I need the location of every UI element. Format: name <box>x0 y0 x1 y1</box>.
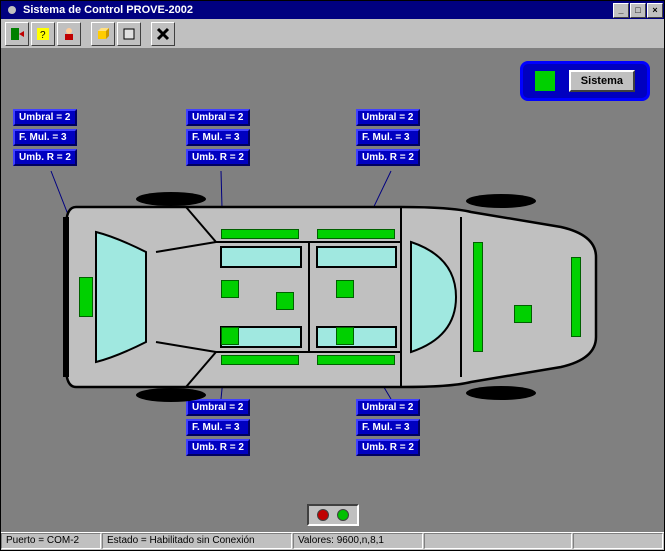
param-fmul: F. Mul. = 3 <box>13 129 77 146</box>
tool-book[interactable] <box>117 22 141 46</box>
sensor-bar <box>221 355 299 365</box>
maximize-button[interactable]: □ <box>630 3 646 18</box>
cube-icon <box>95 26 111 42</box>
car-svg <box>61 187 601 407</box>
sensor-sq <box>276 292 294 310</box>
param-umbral: Umbral = 2 <box>13 109 77 126</box>
title-text: Sistema de Control PROVE-2002 <box>23 4 193 16</box>
param-umbr: Umb. R = 2 <box>356 149 420 166</box>
sensor-bar <box>473 242 483 352</box>
param-umbral: Umbral = 2 <box>186 109 250 126</box>
sensor-sq <box>336 327 354 345</box>
params-top-right: Umbral = 2 F. Mul. = 3 Umb. R = 2 <box>356 109 420 166</box>
sensor-bar <box>317 355 395 365</box>
user-icon <box>61 26 77 42</box>
param-fmul: F. Mul. = 3 <box>186 129 250 146</box>
toolbar: ? <box>1 19 664 49</box>
help-icon: ? <box>35 26 51 42</box>
tool-exit[interactable] <box>5 22 29 46</box>
sensor-sq <box>221 280 239 298</box>
param-umbr: Umb. R = 2 <box>186 149 250 166</box>
tool-user[interactable] <box>57 22 81 46</box>
status-estado: Estado = Habilitado sin Conexión <box>102 533 292 549</box>
tool-help[interactable]: ? <box>31 22 55 46</box>
canvas: Sistema Umbral = 2 F. Mul. = 3 Umb. R = … <box>1 49 664 532</box>
book-icon <box>121 26 137 42</box>
param-umbr: Umb. R = 2 <box>186 439 250 456</box>
status-blank <box>573 533 663 549</box>
sistema-panel: Sistema <box>520 61 650 101</box>
sensor-sq <box>221 327 239 345</box>
exit-icon <box>9 26 25 42</box>
sensor-sq <box>514 305 532 323</box>
sensor-bar <box>79 277 93 317</box>
status-valores: Valores: 9600,n,8,1 <box>293 533 423 549</box>
param-fmul: F. Mul. = 3 <box>356 419 420 436</box>
app-window: Sistema de Control PROVE-2002 _ □ × ? Si… <box>0 0 665 551</box>
params-bottom-left: Umbral = 2 F. Mul. = 3 Umb. R = 2 <box>186 399 250 456</box>
led-red <box>317 509 329 521</box>
led-green <box>337 509 349 521</box>
svg-text:?: ? <box>40 30 46 41</box>
sensor-bar <box>571 257 581 337</box>
params-top-left: Umbral = 2 F. Mul. = 3 Umb. R = 2 <box>13 109 77 166</box>
param-fmul: F. Mul. = 3 <box>356 129 420 146</box>
sensor-bar <box>317 229 395 239</box>
sistema-indicator <box>535 71 555 91</box>
sensor-bar <box>221 229 299 239</box>
param-umbr: Umb. R = 2 <box>13 149 77 166</box>
tool-stop[interactable] <box>151 22 175 46</box>
param-umbral: Umbral = 2 <box>356 109 420 126</box>
close-button[interactable]: × <box>647 3 663 18</box>
tool-cube[interactable] <box>91 22 115 46</box>
param-umbr: Umb. R = 2 <box>356 439 420 456</box>
status-blank <box>424 533 572 549</box>
minimize-button[interactable]: _ <box>613 3 629 18</box>
stop-icon <box>155 26 171 42</box>
statusbar: Puerto = COM-2 Estado = Habilitado sin C… <box>1 532 664 550</box>
sistema-button[interactable]: Sistema <box>569 70 635 92</box>
status-puerto: Puerto = COM-2 <box>1 533 101 549</box>
params-bottom-right: Umbral = 2 F. Mul. = 3 Umb. R = 2 <box>356 399 420 456</box>
params-top-center: Umbral = 2 F. Mul. = 3 Umb. R = 2 <box>186 109 250 166</box>
led-indicator <box>307 504 359 526</box>
car-diagram <box>61 187 601 407</box>
param-fmul: F. Mul. = 3 <box>186 419 250 436</box>
sensor-sq <box>336 280 354 298</box>
titlebar: Sistema de Control PROVE-2002 _ □ × <box>1 1 664 19</box>
app-icon <box>5 3 19 17</box>
